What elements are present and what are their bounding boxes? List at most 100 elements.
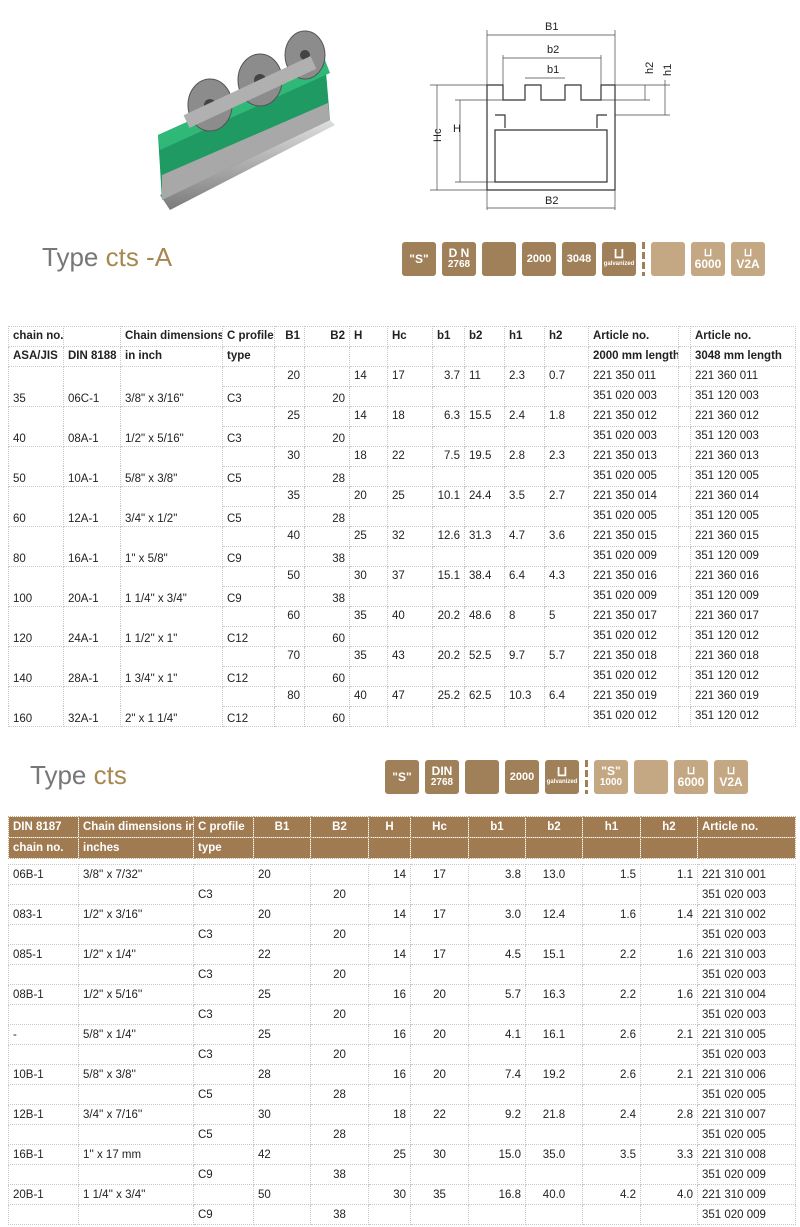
label-B2: B2 <box>545 195 558 207</box>
article-3048-galv: 221 360 015 <box>689 525 797 547</box>
c-profile-type: C3 <box>193 884 254 905</box>
hc-value: 22 <box>410 1104 469 1125</box>
column-header <box>410 837 469 859</box>
asa-jis-chain-no: 100 <box>8 565 64 607</box>
b2-value: 38 <box>310 1204 369 1225</box>
badge-text: 2000 <box>509 770 535 783</box>
table-row: 60 12A-1 3/4" x 1/2" 35 20 25 10.1 24.4 3.5 2.7 22… <box>8 485 797 527</box>
article-3048-profile: 351 120 012 <box>689 705 797 727</box>
h1-value: 4.2 <box>582 1184 641 1205</box>
table-row: 12B-1 3/4'' x 7/16'' 30 18 22 9.2 21.8 2.4 2.8 22… <box>8 1104 796 1125</box>
hc-value: 20 <box>410 984 469 1005</box>
dim-value: 3.6 <box>544 525 589 547</box>
h2-value: 2.8 <box>640 1104 698 1125</box>
empty-cell <box>8 1044 79 1065</box>
dim-value: 5.7 <box>544 645 589 667</box>
dim-value: 11 <box>464 365 505 387</box>
article-2000-profile: 351 020 009 <box>588 545 679 567</box>
b1-small-value: 9.2 <box>468 1104 526 1125</box>
dim-value: 25 <box>349 525 388 547</box>
column-header: B2 <box>304 325 350 347</box>
empty-cell <box>544 385 589 407</box>
empty-cell <box>8 1204 79 1225</box>
chain-dimensions: 5/8'' x 1/4'' <box>78 1024 194 1045</box>
header-row: ASA/JIS DIN 8188 in inch type 2000 mm length… <box>8 345 797 367</box>
empty-cell <box>432 465 465 487</box>
dim-value: 15.1 <box>432 565 465 587</box>
article-no-profile: 351 020 003 <box>697 924 796 945</box>
empty-cell <box>544 625 589 647</box>
empty-cell <box>349 385 388 407</box>
dim-value: 38.4 <box>464 565 505 587</box>
article-3048-galv: 221 360 016 <box>689 565 797 587</box>
empty-cell <box>387 625 433 647</box>
c-profile-type: C3 <box>193 964 254 985</box>
h2-value: 1.6 <box>640 984 698 1005</box>
din-8187-chain-no: - <box>8 1024 79 1045</box>
h1-value: 1.5 <box>582 864 641 885</box>
dim-value: 9.7 <box>504 645 545 667</box>
h1-value: 2.4 <box>582 1104 641 1125</box>
empty-cell <box>468 1204 526 1225</box>
column-header: C profile <box>222 325 275 347</box>
asa-jis-chain-no: 40 <box>8 405 64 447</box>
empty-cell <box>504 545 545 567</box>
article-2000-galv: 221 350 012 <box>588 405 679 427</box>
empty-cell <box>253 1204 311 1225</box>
chain-dimensions: 1 3/4" x 1" <box>120 645 223 687</box>
article-3048-galv: 221 360 017 <box>689 605 797 627</box>
label-b1: b1 <box>547 64 559 76</box>
empty-cell <box>525 1164 583 1185</box>
badge-text: DIN <box>431 764 453 778</box>
column-header <box>525 837 583 859</box>
table-row-sub: C5 28 351 020 005 <box>8 1124 796 1145</box>
table-row-sub: C3 20 351 020 003 <box>8 924 796 945</box>
channel-icon: ⊔ <box>743 247 753 259</box>
table-row: 140 28A-1 1 3/4" x 1" 70 35 43 20.2 52.5 9.7 5.7 2… <box>8 645 797 687</box>
c-profile-cell <box>193 1104 254 1125</box>
b1-small-value: 3.0 <box>468 904 526 925</box>
c-profile-cell <box>193 1184 254 1205</box>
empty-cell <box>432 425 465 447</box>
table-row: 40 08A-1 1/2" x 5/16" 25 14 18 6.3 15.5 2.4 1.8 22… <box>8 405 797 447</box>
empty-cell <box>368 1044 411 1065</box>
dim-value: 14 <box>349 405 388 427</box>
blank-badge-icon <box>651 242 685 276</box>
empty-cell <box>410 1044 469 1065</box>
chain-dimensions: 3/4'' x 7/16'' <box>78 1104 194 1125</box>
dim-value: 2.3 <box>544 445 589 467</box>
column-header: in inch <box>120 345 223 367</box>
column-header: Chain dimensions in <box>78 816 194 838</box>
b2-cell <box>304 365 350 387</box>
empty-cell <box>464 465 505 487</box>
empty-cell <box>640 1204 698 1225</box>
column-header: DIN 8187 <box>8 816 79 838</box>
table-row-sub: C12 60 351 020 012 351 120 012 <box>9 705 797 727</box>
b1-small-value: 5.7 <box>468 984 526 1005</box>
badge-text: "S" <box>409 251 429 266</box>
article-2000-galv: 221 350 017 <box>588 605 679 627</box>
c-profile-cell <box>222 685 275 707</box>
b2-cell <box>304 565 350 587</box>
b2-cell <box>310 1104 369 1125</box>
empty-cell <box>8 964 79 985</box>
table-row: 35 06C-1 3/8" x 3/16" 20 14 17 3.7 11 2.3 0.7 221 … <box>8 365 797 407</box>
b1-cell <box>274 625 305 647</box>
column-header: B1 <box>274 325 305 347</box>
b1-value: 25 <box>253 1024 311 1045</box>
label-H: H <box>453 123 461 135</box>
empty-cell <box>8 884 79 905</box>
empty-cell <box>640 1164 698 1185</box>
dim-value: 2.3 <box>504 365 545 387</box>
c-profile-type: C12 <box>222 625 275 647</box>
column-header <box>678 325 691 347</box>
empty-cell <box>8 1084 79 1105</box>
badge-separator <box>585 760 588 794</box>
empty-cell <box>544 465 589 487</box>
dim-value: 4.3 <box>544 565 589 587</box>
empty-cell <box>640 1004 698 1025</box>
article-2000-profile: 351 020 012 <box>588 625 679 647</box>
header-row: DIN 8187 Chain dimensions in C profile B1 B2… <box>8 816 796 838</box>
empty-cell <box>582 1164 641 1185</box>
table-row: -5/8'' x 1/4'' 25 16 20 4.1 16.1 2.6 2.1 221 310… <box>8 1024 796 1045</box>
